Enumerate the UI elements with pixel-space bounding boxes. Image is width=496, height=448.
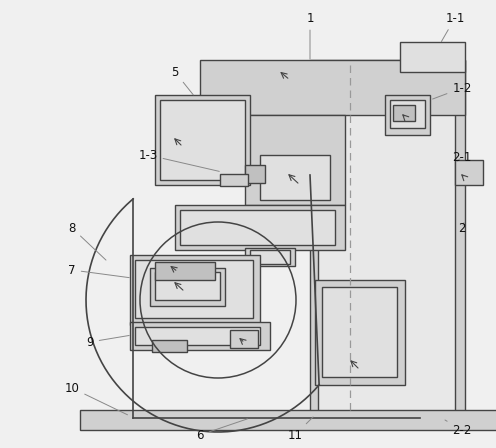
Bar: [393, 105, 415, 121]
Bar: [230, 330, 258, 348]
Bar: [180, 210, 335, 245]
Bar: [310, 60, 465, 420]
Bar: [318, 68, 455, 412]
Text: 6: 6: [196, 419, 248, 441]
Bar: [80, 410, 496, 430]
Bar: [322, 287, 397, 377]
Text: 2-2: 2-2: [445, 420, 472, 436]
Bar: [130, 322, 270, 350]
Bar: [385, 95, 430, 135]
Text: 1-3: 1-3: [138, 148, 219, 172]
Text: 9: 9: [86, 336, 129, 349]
Bar: [152, 340, 187, 352]
Bar: [260, 155, 330, 200]
Bar: [315, 280, 405, 385]
Text: 2-1: 2-1: [452, 151, 472, 164]
Text: 2: 2: [458, 221, 466, 234]
Text: 8: 8: [68, 221, 106, 260]
Text: 1-1: 1-1: [441, 12, 465, 42]
Bar: [155, 272, 220, 300]
Bar: [455, 160, 483, 185]
Bar: [250, 250, 290, 264]
Text: 5: 5: [171, 65, 193, 95]
Bar: [130, 255, 260, 325]
Bar: [245, 115, 345, 205]
Bar: [220, 174, 248, 186]
Bar: [135, 327, 260, 345]
Bar: [160, 100, 245, 180]
Bar: [390, 100, 425, 128]
Bar: [245, 165, 265, 183]
Bar: [175, 205, 345, 250]
Bar: [135, 260, 253, 318]
Text: 7: 7: [68, 263, 129, 278]
Bar: [400, 42, 465, 72]
Text: 11: 11: [288, 417, 313, 441]
Bar: [155, 262, 215, 280]
Text: 10: 10: [64, 382, 127, 415]
Bar: [200, 60, 465, 115]
Bar: [150, 268, 225, 306]
Text: 1-2: 1-2: [433, 82, 472, 99]
Bar: [245, 248, 295, 266]
Text: 1: 1: [306, 12, 314, 59]
Bar: [155, 95, 250, 185]
